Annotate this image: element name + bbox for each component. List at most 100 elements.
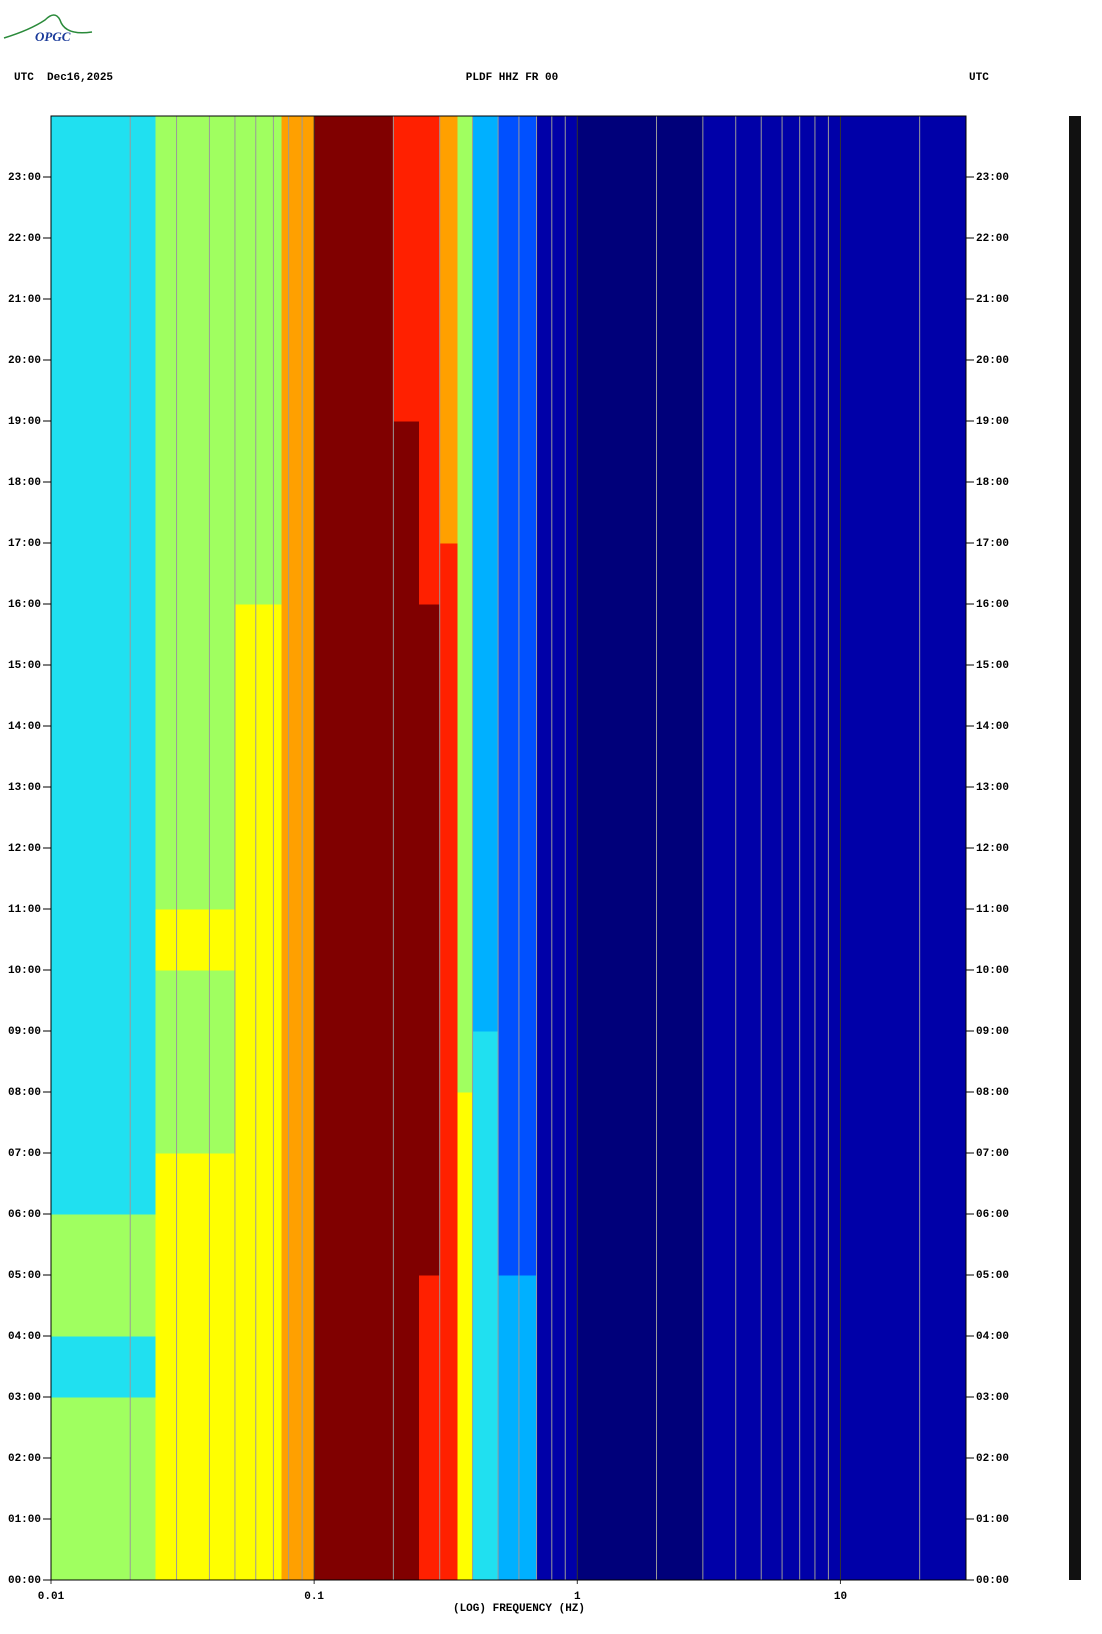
heatmap-cell bbox=[281, 1092, 315, 1154]
heatmap-cell bbox=[281, 1519, 315, 1581]
heatmap-cell bbox=[393, 726, 420, 788]
heatmap-cell bbox=[314, 665, 394, 727]
y-tick-label-left: 04:00 bbox=[8, 1331, 41, 1343]
heatmap-cell bbox=[314, 1336, 394, 1398]
heatmap-cell bbox=[439, 1519, 458, 1581]
heatmap-cell bbox=[457, 787, 474, 849]
heatmap-cell bbox=[155, 726, 236, 788]
heatmap-cell bbox=[702, 970, 841, 1032]
heatmap-cell bbox=[498, 604, 538, 666]
heatmap-cell bbox=[418, 848, 441, 910]
heatmap-cell bbox=[472, 360, 499, 422]
heatmap-cell bbox=[51, 421, 157, 483]
heatmap-cell bbox=[840, 665, 967, 727]
heatmap-cell bbox=[314, 543, 394, 605]
y-tick-label-left: 00:00 bbox=[8, 1575, 41, 1587]
heatmap-cell bbox=[234, 604, 282, 666]
heatmap-cell bbox=[281, 116, 315, 178]
heatmap-cell bbox=[536, 543, 578, 605]
heatmap-cell bbox=[281, 1275, 315, 1337]
heatmap-cell bbox=[439, 177, 458, 239]
heatmap-cell bbox=[281, 238, 315, 300]
heatmap-cell bbox=[314, 970, 394, 1032]
heatmap-cell bbox=[702, 1031, 841, 1093]
heatmap-cell bbox=[234, 1214, 282, 1276]
heatmap-cell bbox=[536, 116, 578, 178]
heatmap-cell bbox=[536, 970, 578, 1032]
heatmap-cell bbox=[472, 1275, 499, 1337]
heatmap-cell bbox=[314, 1031, 394, 1093]
heatmap-cell bbox=[702, 787, 841, 849]
heatmap-cell bbox=[281, 177, 315, 239]
heatmap-cell bbox=[51, 1458, 157, 1520]
heatmap-cell bbox=[314, 116, 394, 178]
heatmap-cell bbox=[418, 1458, 441, 1520]
heatmap-cell bbox=[155, 177, 236, 239]
y-tick-label-left: 09:00 bbox=[8, 1026, 41, 1038]
y-tick-label-right: 12:00 bbox=[976, 843, 1009, 855]
y-tick-label-right: 22:00 bbox=[976, 233, 1009, 245]
heatmap-cell bbox=[498, 1519, 538, 1581]
heatmap-cell bbox=[840, 909, 967, 971]
heatmap-cell bbox=[155, 238, 236, 300]
y-tick-label-right: 05:00 bbox=[976, 1270, 1009, 1282]
heatmap-cell bbox=[702, 543, 841, 605]
y-tick-label-left: 10:00 bbox=[8, 965, 41, 977]
heatmap-cell bbox=[536, 1214, 578, 1276]
y-tick-label-right: 17:00 bbox=[976, 538, 1009, 550]
heatmap-cell bbox=[393, 1031, 420, 1093]
heatmap-cell bbox=[234, 1153, 282, 1215]
heatmap-cell bbox=[418, 1214, 441, 1276]
heatmap-cell bbox=[51, 1397, 157, 1459]
heatmap-cell bbox=[155, 299, 236, 361]
heatmap-cell bbox=[281, 726, 315, 788]
heatmap-cell bbox=[577, 1458, 704, 1520]
heatmap-cell bbox=[418, 665, 441, 727]
y-tick-label-left: 23:00 bbox=[8, 172, 41, 184]
heatmap-cell bbox=[536, 1092, 578, 1154]
heatmap-cell bbox=[155, 848, 236, 910]
y-tick-label-left: 02:00 bbox=[8, 1453, 41, 1465]
heatmap-cell bbox=[840, 1336, 967, 1398]
heatmap-cell bbox=[536, 177, 578, 239]
heatmap-cell bbox=[155, 421, 236, 483]
heatmap-cell bbox=[234, 238, 282, 300]
heatmap-cell bbox=[457, 116, 474, 178]
heatmap-cell bbox=[536, 1397, 578, 1459]
heatmap-cell bbox=[840, 1214, 967, 1276]
heatmap-cell bbox=[51, 238, 157, 300]
heatmap-cell bbox=[498, 787, 538, 849]
y-tick-label-right: 20:00 bbox=[976, 355, 1009, 367]
heatmap-cell bbox=[457, 421, 474, 483]
heatmap-cell bbox=[577, 543, 704, 605]
x-tick-label: 0.01 bbox=[38, 1591, 65, 1603]
heatmap-cell bbox=[281, 482, 315, 544]
heatmap-cell bbox=[418, 177, 441, 239]
heatmap-cell bbox=[577, 1092, 704, 1154]
heatmap-cell bbox=[439, 1214, 458, 1276]
heatmap-cell bbox=[418, 421, 441, 483]
heatmap-cell bbox=[393, 665, 420, 727]
heatmap-cell bbox=[234, 421, 282, 483]
heatmap-cell bbox=[536, 1275, 578, 1337]
y-tick-label-right: 16:00 bbox=[976, 599, 1009, 611]
heatmap-cell bbox=[577, 1336, 704, 1398]
heatmap-cell bbox=[439, 1153, 458, 1215]
heatmap-cell bbox=[577, 787, 704, 849]
heatmap-cell bbox=[472, 1214, 499, 1276]
heatmap-cell bbox=[577, 604, 704, 666]
heatmap-cell bbox=[457, 1275, 474, 1337]
y-tick-label-right: 14:00 bbox=[976, 721, 1009, 733]
heatmap-cell bbox=[702, 177, 841, 239]
heatmap-cell bbox=[840, 421, 967, 483]
heatmap-cell bbox=[498, 360, 538, 422]
heatmap-cell bbox=[314, 726, 394, 788]
heatmap-cell bbox=[498, 1092, 538, 1154]
heatmap-cell bbox=[457, 360, 474, 422]
heatmap-cell bbox=[472, 848, 499, 910]
heatmap-cell bbox=[234, 1031, 282, 1093]
heatmap-cell bbox=[393, 787, 420, 849]
heatmap-cell bbox=[577, 1519, 704, 1581]
heatmap-cell bbox=[702, 1153, 841, 1215]
